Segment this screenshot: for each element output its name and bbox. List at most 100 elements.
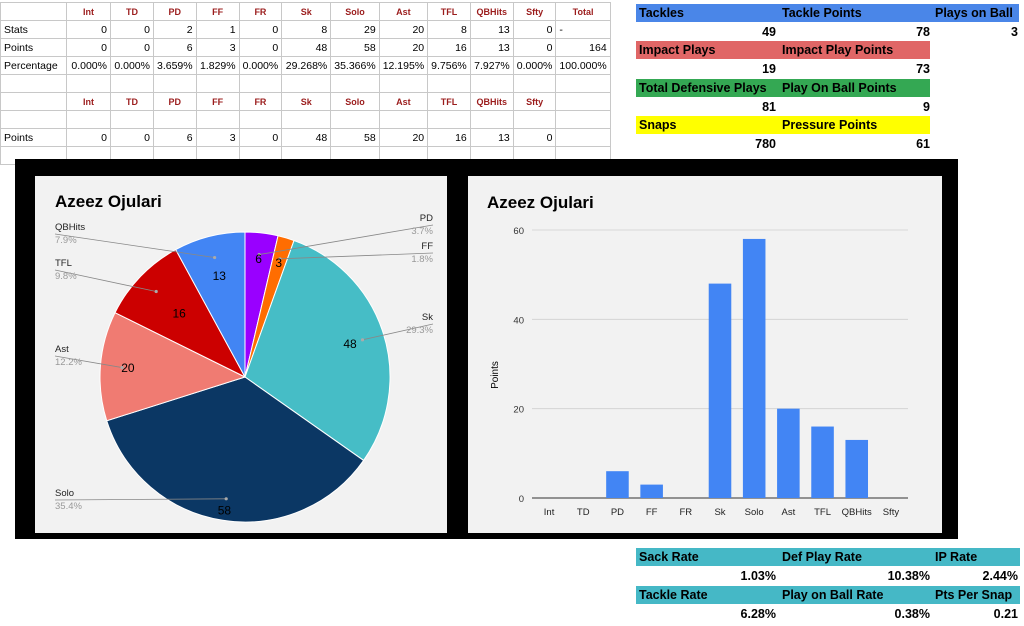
table-cell: 0 [66,20,111,39]
pie-leader-line [362,323,434,341]
table-cell: 0 [66,38,111,57]
row-label: Stats [0,20,67,39]
table-header-row: Int TD PD FF FR Sk Solo Ast TFL QBHits Sfty [0,92,611,111]
column-header: Solo [330,2,380,21]
pie-slice-value: 16 [173,307,187,321]
ip-rate-label: IP Rate [935,550,978,564]
table-cell: 58 [330,128,380,147]
table-cell: 0 [66,128,111,147]
blank-row [0,74,611,93]
tackle-rate-label: Tackle Rate [639,588,708,602]
table-cell: 0 [512,128,557,147]
bar-chart: Azeez Ojulari Points Int TD PD FF FR Sk Solo As… [487,193,908,518]
table-cell: 0.000% [66,56,111,75]
table-cell: 7.927% [469,56,514,75]
table-cell: 16 [427,128,471,147]
pie-slice-sk [244,239,391,462]
empty-cell [66,110,111,129]
empty-cell [66,74,111,93]
table-cell: 48 [281,38,332,57]
pie-leader-line [54,233,215,258]
table-cell: 0 [110,38,154,57]
bar-y-ticks: 0 20 40 60 [513,226,524,505]
def-play-rate-label: Def Play Rate [782,550,862,564]
pie-leader-dot [278,257,282,261]
pie-slice-label: Solo [55,488,74,499]
table-cell: 29 [330,20,380,39]
pts-per-snap-value: 0.21 [993,607,1018,621]
table-cell: 13 [469,128,514,147]
pie-slice-value: 6 [255,252,262,266]
tackles-band [636,4,1019,22]
table-row: Points 0 0 6 3 0 48 58 20 16 13 0 164 [0,38,611,57]
column-header: PD [153,2,197,21]
bar-x-ticks: Int TD PD FF FR Sk Solo Ast TFL QBHits Sfty [544,507,900,518]
column-header: Sfty [512,2,557,21]
sack-rate-label: Sack Rate [639,550,699,564]
table-cell: 0 [238,38,283,57]
table-corner-cell [0,92,67,111]
table-cell: 13 [469,38,514,57]
empty-cell [555,110,611,129]
pie-slice-percent: 1.8% [411,254,433,265]
table-cell: 8 [281,20,332,39]
column-header: Sk [281,92,332,111]
pie-slice-value: 13 [213,269,227,283]
pie-slice-solo [106,376,365,523]
row-label: Points [0,128,67,147]
bar-tfl [811,426,834,498]
empty-cell [281,74,332,93]
pie-slice-value: 58 [218,503,232,517]
empty-cell [0,110,67,129]
rates-band-1 [636,548,1020,566]
pie-slice-label: TFL [55,258,72,269]
empty-cell [469,74,514,93]
pressure-points-label: Pressure Points [782,118,878,132]
empty-cell [195,110,240,129]
pie-slices [99,231,391,523]
table-cell: 3 [195,38,240,57]
bar-y-tick-label: 0 [519,494,524,505]
impact-plays-label: Impact Plays [639,43,716,57]
empty-cell [110,110,154,129]
pie-slice-label: QBHits [55,222,85,233]
play-on-ball-points-label: Play On Ball Points [782,81,897,95]
pie-leader-dot [154,289,158,294]
pie-leader-line [54,498,227,501]
pie-slice-qbhits [175,231,246,378]
chart-frame: Azeez Ojulari 6 PD 3.7% 3 FF 1.8% 48 Sk 29.3% 58 S… [15,159,958,539]
bar-chart-title: Azeez Ojulari [487,193,594,212]
pie-slice-percent: 29.3% [406,325,433,336]
table-cell: 0 [512,20,557,39]
column-header: Sk [281,2,332,21]
pie-slice-ast [99,311,247,422]
empty-cell [330,74,380,93]
bar-y-tick-label: 40 [513,315,524,326]
table-cell: 0.000% [110,56,154,75]
column-header: TD [110,2,154,21]
empty-cell [555,92,611,111]
table-cell: 0 [238,128,283,147]
column-header: Int [66,2,111,21]
defensive-band [636,79,930,97]
pie-leader-dot [224,497,228,501]
bar-x-tick-label: Sfty [883,507,900,518]
tackle-points-label: Tackle Points [782,6,862,20]
total-def-plays-value: 81 [762,100,776,114]
bar-solo [742,238,766,498]
bar-y-axis-label: Points [490,361,501,389]
pie-slice-percent: 9.8% [55,271,77,282]
column-header: FR [238,2,283,21]
column-header: QBHits [469,2,514,21]
pie-leader-line [54,355,123,368]
pie-slice-value: 3 [275,256,282,270]
table-corner-cell [0,2,67,21]
bar-ff [640,484,663,498]
bar-x-tick-label: TFL [814,507,831,518]
table-row: Stats 0 0 2 1 0 8 29 20 8 13 0- [0,20,611,39]
table-cell: 164 [555,38,611,57]
empty-cell [469,110,514,129]
tackle-rate-value: 6.28% [740,607,776,621]
table-cell: 6 [153,128,197,147]
row-label: Points [0,38,67,57]
